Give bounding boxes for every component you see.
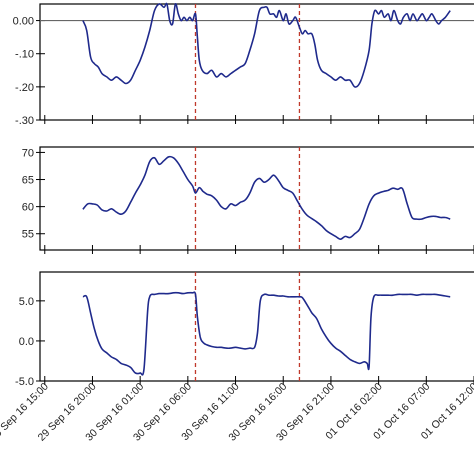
panel-1: 0.00 -.10 -.20 -.30 bbox=[13, 2, 474, 127]
series-line bbox=[82, 2, 451, 88]
chart-panels: 0.00 -.10 -.20 -.30 70 65 60 55 5.0 0.0 -5.0 bbox=[13, 2, 474, 388]
y-tick-label: 65 bbox=[22, 175, 34, 187]
y-tick-label: 60 bbox=[22, 202, 34, 214]
panel-2: 70 65 60 55 bbox=[22, 146, 474, 254]
y-tick-label: 55 bbox=[22, 229, 34, 241]
y-tick-label: 5.0 bbox=[19, 296, 34, 308]
panel-frame bbox=[39, 271, 474, 382]
y-tick-label: 0.0 bbox=[19, 336, 34, 348]
series-line bbox=[82, 291, 451, 376]
y-tick-label: 70 bbox=[22, 147, 34, 159]
series-line bbox=[82, 155, 451, 240]
panel-frame bbox=[39, 3, 474, 121]
y-tick-label: -.10 bbox=[15, 49, 34, 61]
y-tick-label: 0.00 bbox=[13, 16, 34, 28]
y-tick-label: -.30 bbox=[15, 115, 34, 127]
y-tick-label: -.20 bbox=[15, 82, 34, 94]
panel-3: 5.0 0.0 -5.0 bbox=[15, 271, 474, 388]
panel-frame bbox=[39, 146, 474, 251]
y-tick-label: -5.0 bbox=[15, 376, 34, 388]
